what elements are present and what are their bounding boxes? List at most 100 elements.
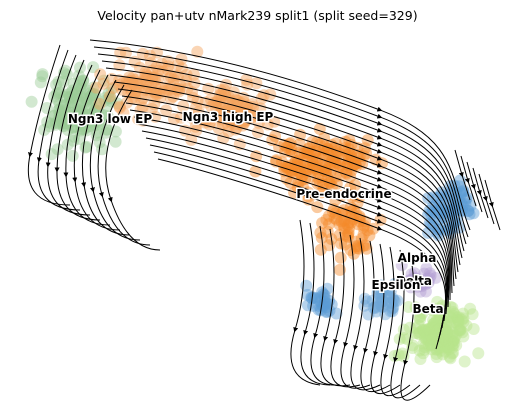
cell-point <box>467 207 480 220</box>
cell-point <box>288 186 301 199</box>
cell-point <box>441 336 454 349</box>
cell-point <box>174 111 187 124</box>
cell-point <box>185 133 198 146</box>
cell-point <box>446 301 459 314</box>
cell-point <box>317 300 330 312</box>
cell-point <box>425 339 438 352</box>
cluster-label: Ngn3 high EP <box>183 110 274 124</box>
cell-point <box>90 96 102 109</box>
cell-point <box>396 276 408 289</box>
cell-point <box>329 150 342 163</box>
cell-point <box>439 327 452 340</box>
cell-point <box>386 292 399 305</box>
cell-point <box>286 165 299 178</box>
cell-point <box>74 89 87 102</box>
cell-point <box>36 68 49 81</box>
cell-point <box>249 165 262 178</box>
cell-point <box>409 301 422 314</box>
cell-point <box>130 73 142 86</box>
cell-point <box>321 282 334 295</box>
velocity-streamline <box>157 158 447 350</box>
cell-point <box>427 322 440 335</box>
cell-point <box>411 280 424 293</box>
cell-point <box>180 68 193 81</box>
velocity-streamline <box>484 179 501 231</box>
cell-point <box>444 352 457 365</box>
cell-point <box>426 332 438 345</box>
cell-point <box>414 310 427 323</box>
cell-point <box>280 161 293 174</box>
cell-point <box>214 108 227 120</box>
cell-point <box>120 79 133 92</box>
cell-point <box>278 161 291 174</box>
cell-point <box>446 335 459 348</box>
cell-point <box>428 316 441 329</box>
velocity-streamline <box>454 149 471 201</box>
cell-point <box>427 328 440 341</box>
cell-point <box>237 95 250 108</box>
cell-point <box>376 295 389 308</box>
cell-point <box>442 340 455 353</box>
cell-point <box>349 235 362 248</box>
cell-point <box>219 105 232 118</box>
cell-point <box>410 322 423 335</box>
cell-point <box>460 191 473 204</box>
cell-point <box>89 104 101 117</box>
cell-point <box>48 90 61 103</box>
cell-point <box>190 124 203 137</box>
cell-point <box>342 143 355 155</box>
cell-point <box>321 297 334 310</box>
cell-point <box>320 213 333 226</box>
cell-point <box>402 301 415 313</box>
cell-point <box>464 302 477 315</box>
velocity-streamline <box>380 246 411 396</box>
cell-point <box>105 83 118 96</box>
cell-point <box>419 331 432 344</box>
cell-point <box>320 301 333 314</box>
cell-point <box>41 116 54 129</box>
cell-point <box>395 259 408 272</box>
cell-point <box>49 118 62 131</box>
cell-point <box>128 86 141 99</box>
cell-point <box>340 167 353 180</box>
cell-point <box>333 229 346 242</box>
cell-point <box>302 143 315 156</box>
cell-point <box>417 347 430 360</box>
cell-point <box>443 337 456 350</box>
cell-point <box>342 226 355 239</box>
velocity-streamline <box>133 116 450 308</box>
cell-point <box>57 75 70 88</box>
cell-point <box>414 278 427 291</box>
cluster-label: Alpha <box>398 251 437 265</box>
cell-point <box>414 313 427 326</box>
cell-point <box>341 219 354 232</box>
cell-point <box>341 148 354 161</box>
cell-point <box>323 239 336 252</box>
cell-point <box>167 90 180 103</box>
cell-point <box>457 315 470 328</box>
cell-point <box>353 191 366 203</box>
velocity-streamline <box>27 44 71 206</box>
cell-point <box>357 221 370 234</box>
cell-point <box>413 311 426 324</box>
velocity-streamline <box>105 89 161 251</box>
cell-point <box>88 104 101 117</box>
cluster-labels-layer: Ngn3 low EP Ngn3 high EP Pre-endocrine Alph… <box>66 109 445 318</box>
cell-point <box>328 212 341 225</box>
cell-point <box>448 307 461 320</box>
cell-point <box>66 149 79 162</box>
cell-point <box>386 302 399 315</box>
cell-point <box>215 89 228 102</box>
cell-point <box>415 278 428 291</box>
cell-point <box>36 70 49 83</box>
cell-point <box>375 291 388 304</box>
cell-point <box>439 345 451 358</box>
cell-point <box>408 267 421 280</box>
velocity-streamline <box>350 237 381 391</box>
cell-point <box>126 76 139 89</box>
cell-point <box>81 84 94 97</box>
cell-point <box>425 208 438 221</box>
cell-point <box>403 274 416 286</box>
cell-point <box>316 159 329 172</box>
